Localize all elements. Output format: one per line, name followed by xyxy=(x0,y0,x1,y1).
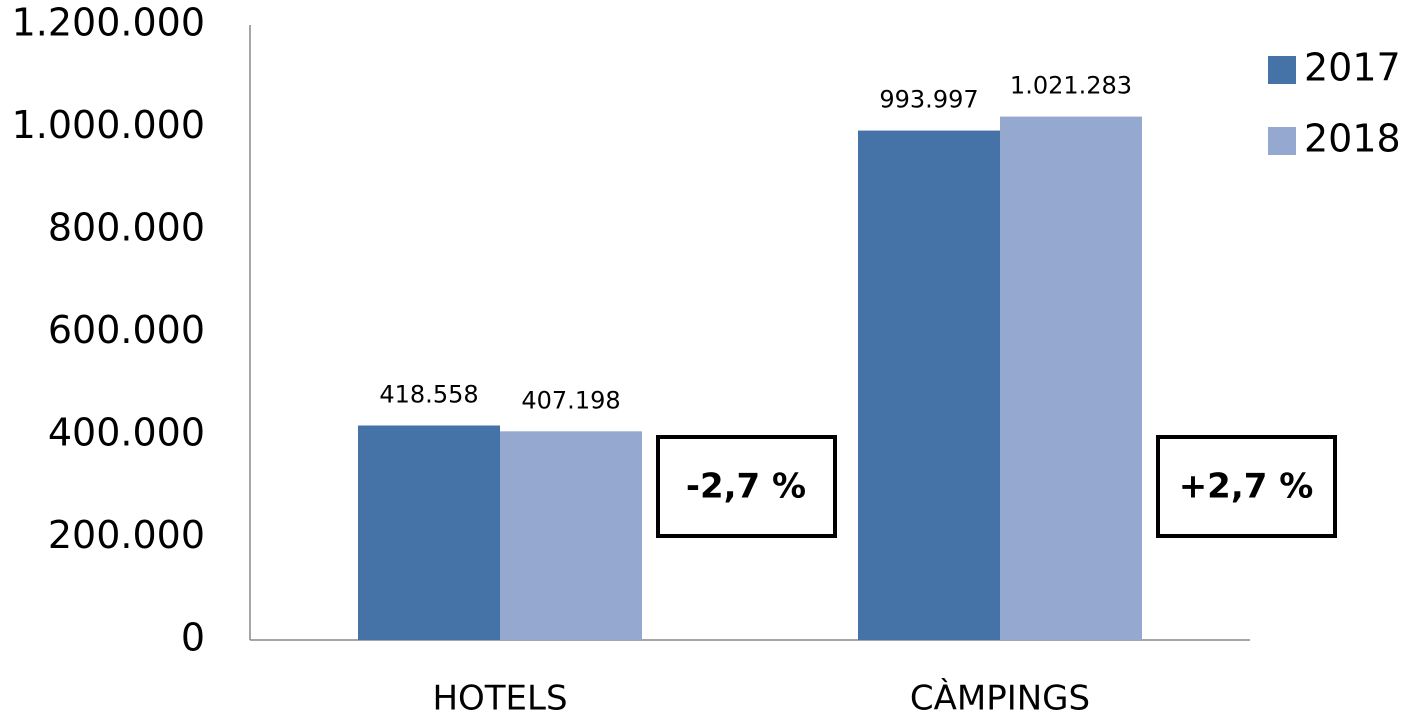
value-label: 407.198 xyxy=(521,386,620,414)
x-tick-label: CÀMPINGS xyxy=(910,678,1090,719)
bar xyxy=(858,130,1000,640)
y-tick-label: 200.000 xyxy=(48,513,205,557)
annotation: -2,7 % xyxy=(686,467,806,507)
legend-label: 2018 xyxy=(1304,117,1401,161)
legend-swatch xyxy=(1268,56,1296,84)
value-label: 1.021.283 xyxy=(1010,72,1132,100)
value-label: 993.997 xyxy=(879,86,978,114)
y-tick-label: 0 xyxy=(181,616,205,660)
y-tick-label: 400.000 xyxy=(48,411,205,455)
y-tick-label: 1.000.000 xyxy=(12,103,205,147)
legend-label: 2017 xyxy=(1304,46,1401,90)
x-tick-label: HOTELS xyxy=(432,679,567,719)
annotation-box xyxy=(656,435,837,538)
bar xyxy=(1000,116,1142,640)
bar xyxy=(358,425,500,640)
value-label: 418.558 xyxy=(379,380,478,408)
y-tick-label: 600.000 xyxy=(48,308,205,352)
annotation-box xyxy=(1156,435,1337,538)
y-tick-label: 1.200.000 xyxy=(12,1,205,45)
annotation: +2,7 % xyxy=(1179,467,1314,507)
y-tick-label: 800.000 xyxy=(48,206,205,250)
bar xyxy=(500,431,642,640)
legend-swatch xyxy=(1268,127,1296,155)
